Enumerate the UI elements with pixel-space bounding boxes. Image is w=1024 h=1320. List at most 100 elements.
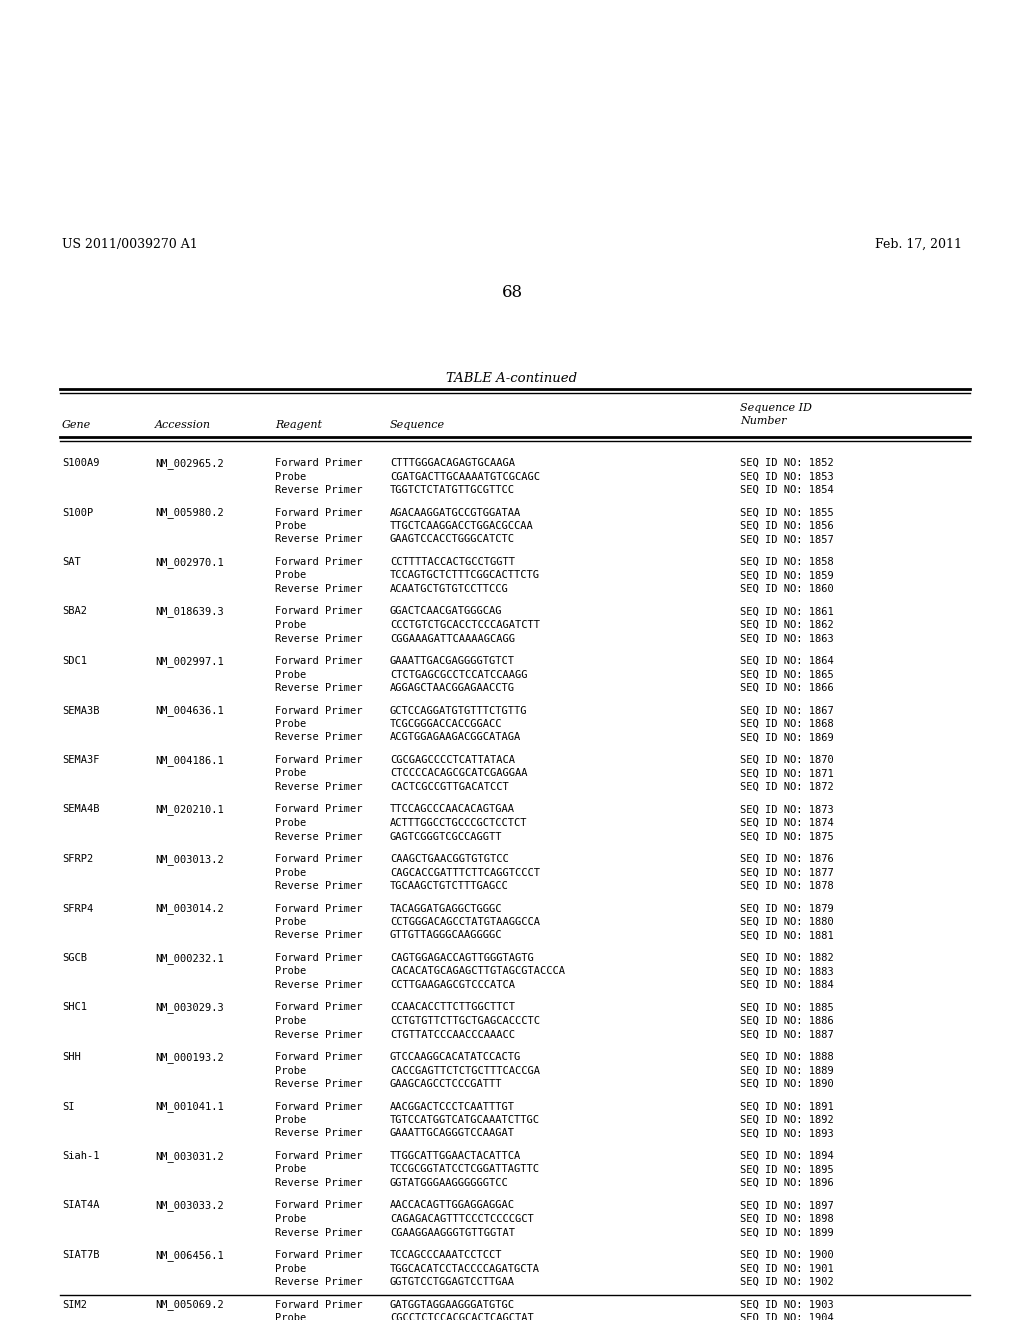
Text: SEMA3F: SEMA3F (62, 755, 99, 766)
Text: Forward Primer: Forward Primer (275, 458, 362, 469)
Text: Probe: Probe (275, 719, 306, 729)
Text: ACAATGCTGTGTCCTTCCG: ACAATGCTGTGTCCTTCCG (390, 583, 509, 594)
Text: Forward Primer: Forward Primer (275, 1151, 362, 1162)
Text: SEQ ID NO: 1870: SEQ ID NO: 1870 (740, 755, 834, 766)
Text: ACGTGGAGAAGACGGCATAGA: ACGTGGAGAAGACGGCATAGA (390, 733, 521, 742)
Text: TGTCCATGGTCATGCAAATCTTGC: TGTCCATGGTCATGCAAATCTTGC (390, 1115, 540, 1125)
Text: SEQ ID NO: 1883: SEQ ID NO: 1883 (740, 966, 834, 977)
Text: TCCGCGGTATCCTCGGATTAGTTC: TCCGCGGTATCCTCGGATTAGTTC (390, 1164, 540, 1175)
Text: Reverse Primer: Reverse Primer (275, 1030, 362, 1040)
Text: SEQ ID NO: 1893: SEQ ID NO: 1893 (740, 1129, 834, 1138)
Text: Sequence ID: Sequence ID (740, 403, 812, 413)
Text: GGTATGGGAAGGGGGGTCC: GGTATGGGAAGGGGGGTCC (390, 1177, 509, 1188)
Text: SEQ ID NO: 1863: SEQ ID NO: 1863 (740, 634, 834, 644)
Text: Forward Primer: Forward Primer (275, 507, 362, 517)
Text: CGATGACTTGCAAAATGTCGCAGC: CGATGACTTGCAAAATGTCGCAGC (390, 471, 540, 482)
Text: SEQ ID NO: 1864: SEQ ID NO: 1864 (740, 656, 834, 667)
Text: GTTGTTAGGGCAAGGGGC: GTTGTTAGGGCAAGGGGC (390, 931, 503, 940)
Text: GAAGTCCACCTGGGCATCTC: GAAGTCCACCTGGGCATCTC (390, 535, 515, 544)
Text: SEQ ID NO: 1894: SEQ ID NO: 1894 (740, 1151, 834, 1162)
Text: SEQ ID NO: 1900: SEQ ID NO: 1900 (740, 1250, 834, 1261)
Text: SEQ ID NO: 1895: SEQ ID NO: 1895 (740, 1164, 834, 1175)
Text: TCCAGTGCTCTTTCGGCACTTCTG: TCCAGTGCTCTTTCGGCACTTCTG (390, 570, 540, 581)
Text: SEQ ID NO: 1902: SEQ ID NO: 1902 (740, 1276, 834, 1287)
Text: SEQ ID NO: 1882: SEQ ID NO: 1882 (740, 953, 834, 964)
Text: Reverse Primer: Reverse Primer (275, 682, 362, 693)
Text: Sequence: Sequence (390, 420, 445, 430)
Text: CAGAGACAGTTTCCCTCCCCGCT: CAGAGACAGTTTCCCTCCCCGCT (390, 1214, 534, 1224)
Text: SEQ ID NO: 1884: SEQ ID NO: 1884 (740, 979, 834, 990)
Text: S100P: S100P (62, 507, 93, 517)
Text: SDC1: SDC1 (62, 656, 87, 667)
Text: TTGCTCAAGGACCTGGACGCCAA: TTGCTCAAGGACCTGGACGCCAA (390, 521, 534, 531)
Text: SIM2: SIM2 (62, 1299, 87, 1309)
Text: Probe: Probe (275, 768, 306, 779)
Text: SEQ ID NO: 1853: SEQ ID NO: 1853 (740, 471, 834, 482)
Text: CCTTTTACCACTGCCTGGTT: CCTTTTACCACTGCCTGGTT (390, 557, 515, 568)
Text: SEQ ID NO: 1856: SEQ ID NO: 1856 (740, 521, 834, 531)
Text: CTCCCCACAGCGCATCGAGGAA: CTCCCCACAGCGCATCGAGGAA (390, 768, 527, 779)
Text: 68: 68 (502, 284, 522, 301)
Text: NM_002965.2: NM_002965.2 (155, 458, 224, 469)
Text: GGACTCAACGATGGGCAG: GGACTCAACGATGGGCAG (390, 606, 503, 616)
Text: GAGTCGGGTCGCCAGGTT: GAGTCGGGTCGCCAGGTT (390, 832, 503, 842)
Text: SEQ ID NO: 1904: SEQ ID NO: 1904 (740, 1313, 834, 1320)
Text: CGCCTCTCCACGCACTCAGCTAT: CGCCTCTCCACGCACTCAGCTAT (390, 1313, 534, 1320)
Text: NM_004636.1: NM_004636.1 (155, 705, 224, 717)
Text: NM_003033.2: NM_003033.2 (155, 1200, 224, 1212)
Text: Forward Primer: Forward Primer (275, 903, 362, 913)
Text: Probe: Probe (275, 570, 306, 581)
Text: Probe: Probe (275, 867, 306, 878)
Text: CCTGGGACAGCCTATGTAAGGCCA: CCTGGGACAGCCTATGTAAGGCCA (390, 917, 540, 927)
Text: SEQ ID NO: 1854: SEQ ID NO: 1854 (740, 484, 834, 495)
Text: Forward Primer: Forward Primer (275, 1052, 362, 1063)
Text: CTTTGGGACAGAGTGCAAGA: CTTTGGGACAGAGTGCAAGA (390, 458, 515, 469)
Text: TCGCGGGACCACCGGACC: TCGCGGGACCACCGGACC (390, 719, 503, 729)
Text: SEMA3B: SEMA3B (62, 705, 99, 715)
Text: SEQ ID NO: 1862: SEQ ID NO: 1862 (740, 620, 834, 630)
Text: Probe: Probe (275, 669, 306, 680)
Text: SEQ ID NO: 1897: SEQ ID NO: 1897 (740, 1200, 834, 1210)
Text: SEQ ID NO: 1857: SEQ ID NO: 1857 (740, 535, 834, 544)
Text: Probe: Probe (275, 1115, 306, 1125)
Text: NM_020210.1: NM_020210.1 (155, 804, 224, 816)
Text: AGACAAGGATGCCGTGGATAA: AGACAAGGATGCCGTGGATAA (390, 507, 521, 517)
Text: SEQ ID NO: 1871: SEQ ID NO: 1871 (740, 768, 834, 779)
Text: SEQ ID NO: 1876: SEQ ID NO: 1876 (740, 854, 834, 865)
Text: SEQ ID NO: 1859: SEQ ID NO: 1859 (740, 570, 834, 581)
Text: Forward Primer: Forward Primer (275, 854, 362, 865)
Text: NM_001041.1: NM_001041.1 (155, 1101, 224, 1113)
Text: TACAGGATGAGGCTGGGC: TACAGGATGAGGCTGGGC (390, 903, 503, 913)
Text: TTGGCATTGGAACTACATTCA: TTGGCATTGGAACTACATTCA (390, 1151, 521, 1162)
Text: Gene: Gene (62, 420, 91, 430)
Text: SEQ ID NO: 1875: SEQ ID NO: 1875 (740, 832, 834, 842)
Text: SEQ ID NO: 1873: SEQ ID NO: 1873 (740, 804, 834, 814)
Text: Probe: Probe (275, 1065, 306, 1076)
Text: TGGCACATCCTACCCCAGATGCTA: TGGCACATCCTACCCCAGATGCTA (390, 1263, 540, 1274)
Text: SFRP2: SFRP2 (62, 854, 93, 865)
Text: Forward Primer: Forward Primer (275, 656, 362, 667)
Text: SEQ ID NO: 1866: SEQ ID NO: 1866 (740, 682, 834, 693)
Text: Forward Primer: Forward Primer (275, 755, 362, 766)
Text: Reverse Primer: Reverse Primer (275, 484, 362, 495)
Text: SEQ ID NO: 1886: SEQ ID NO: 1886 (740, 1016, 834, 1026)
Text: SEQ ID NO: 1869: SEQ ID NO: 1869 (740, 733, 834, 742)
Text: NM_003029.3: NM_003029.3 (155, 1002, 224, 1014)
Text: NM_003031.2: NM_003031.2 (155, 1151, 224, 1162)
Text: GAAGCAGCCTCCCGATTT: GAAGCAGCCTCCCGATTT (390, 1078, 503, 1089)
Text: SHH: SHH (62, 1052, 81, 1063)
Text: SIAT7B: SIAT7B (62, 1250, 99, 1261)
Text: Reverse Primer: Reverse Primer (275, 1129, 362, 1138)
Text: SHC1: SHC1 (62, 1002, 87, 1012)
Text: NM_002970.1: NM_002970.1 (155, 557, 224, 568)
Text: Forward Primer: Forward Primer (275, 557, 362, 568)
Text: NM_003013.2: NM_003013.2 (155, 854, 224, 865)
Text: Forward Primer: Forward Primer (275, 804, 362, 814)
Text: CACTCGCCGTTGACATCCT: CACTCGCCGTTGACATCCT (390, 781, 509, 792)
Text: SFRP4: SFRP4 (62, 903, 93, 913)
Text: TGGTCTCTATGTTGCGTTCC: TGGTCTCTATGTTGCGTTCC (390, 484, 515, 495)
Text: SEQ ID NO: 1890: SEQ ID NO: 1890 (740, 1078, 834, 1089)
Text: ACTTTGGCCTGCCCGCTCCTCT: ACTTTGGCCTGCCCGCTCCTCT (390, 818, 527, 828)
Text: SEQ ID NO: 1861: SEQ ID NO: 1861 (740, 606, 834, 616)
Text: SEQ ID NO: 1855: SEQ ID NO: 1855 (740, 507, 834, 517)
